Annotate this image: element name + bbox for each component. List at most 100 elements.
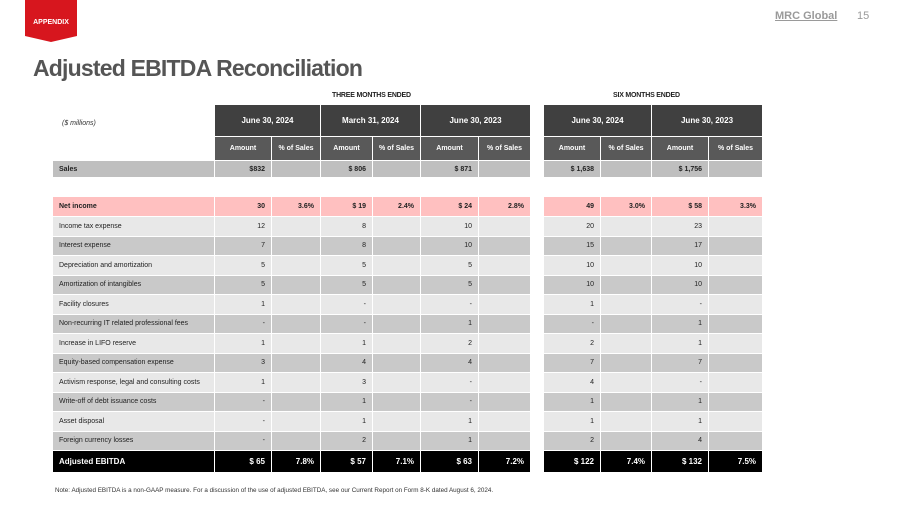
pct-of-sales-cell: [371, 333, 422, 354]
pct-of-sales-cell: [600, 274, 653, 295]
amount-cell: 4: [543, 372, 602, 393]
pct-of-sales-cell: [600, 294, 653, 315]
amount-cell: $ 122: [543, 450, 602, 473]
page-title: Adjusted EBITDA Reconciliation: [33, 55, 363, 81]
pct-of-sales-cell: [478, 235, 532, 256]
row-label: Amortization of intangibles: [52, 274, 215, 295]
row-label: Sales: [52, 160, 215, 178]
footnote: Note: Adjusted EBITDA is a non-GAAP meas…: [55, 487, 494, 494]
pct-of-sales-cell: [371, 255, 422, 276]
row-label: Write-off of debt issuance costs: [52, 391, 215, 412]
amount-cell: 4: [420, 352, 480, 373]
table-row: Foreign currency losses - 2 1 2 4: [52, 430, 764, 451]
amount-cell: 1: [651, 411, 710, 432]
table-row: Facility closures 1- -1-: [52, 294, 764, 315]
pct-of-sales-cell: [478, 391, 532, 412]
pct-of-sales-cell: [478, 430, 532, 451]
amount-cell: 8: [320, 216, 373, 237]
pct-of-sales-cell: [271, 160, 321, 178]
pct-of-sales-cell: [600, 352, 653, 373]
amount-cell: $ 1,638: [543, 160, 602, 178]
amount-cell: 5: [214, 255, 272, 276]
amount-cell: 3: [214, 352, 272, 373]
pct-sales-header: % of Sales: [708, 136, 764, 161]
amount-cell: -: [214, 313, 272, 334]
pct-sales-header: % of Sales: [600, 136, 653, 161]
amount-cell: 10: [420, 235, 480, 256]
pct-of-sales-cell: [271, 313, 321, 334]
pct-of-sales-cell: [271, 255, 321, 276]
amount-cell: 7: [543, 352, 602, 373]
column-spacer: [530, 236, 544, 256]
pct-of-sales-cell: [271, 391, 321, 412]
column-spacer: [530, 411, 544, 431]
amount-cell: 2: [543, 333, 602, 354]
pct-of-sales-cell: 2.8%: [478, 196, 532, 217]
amount-cell: $ 58: [651, 196, 710, 217]
amount-cell: -: [214, 430, 272, 451]
amount-cell: -: [420, 372, 480, 393]
amount-cell: 10: [543, 274, 602, 295]
amount-cell: 15: [543, 235, 602, 256]
amount-cell: 1: [320, 391, 373, 412]
pct-of-sales-cell: [271, 274, 321, 295]
pct-of-sales-cell: [708, 430, 764, 451]
pct-of-sales-cell: [600, 160, 653, 178]
pct-of-sales-cell: [371, 160, 422, 178]
pct-of-sales-cell: [708, 411, 764, 432]
table-row: Non-recurring IT related professional fe…: [52, 313, 764, 334]
row-label: Equity-based compensation expense: [52, 352, 215, 373]
pct-of-sales-cell: [271, 333, 321, 354]
pct-of-sales-cell: [271, 372, 321, 393]
pct-of-sales-cell: [478, 294, 532, 315]
pct-of-sales-cell: [708, 391, 764, 412]
amount-cell: 5: [320, 274, 373, 295]
pct-of-sales-cell: [371, 294, 422, 315]
pct-of-sales-cell: 2.4%: [371, 196, 422, 217]
pct-of-sales-cell: [708, 294, 764, 315]
ebitda-reconciliation-table: June 30, 2024 March 31, 2024 June 30, 2023…: [52, 104, 764, 473]
amount-cell: 17: [651, 235, 710, 256]
amount-header: Amount: [420, 136, 480, 161]
table-row: Activism response, legal and consulting …: [52, 372, 764, 393]
amount-cell: 5: [320, 255, 373, 276]
amount-cell: 1: [214, 333, 272, 354]
table-row: Income tax expense 12 8 10 20 23: [52, 216, 764, 237]
table-row: Depreciation and amortization 5 5 5 10 10: [52, 255, 764, 276]
pct-of-sales-cell: 3.6%: [271, 196, 321, 217]
amount-header: Amount: [214, 136, 272, 161]
net-income-row: Net income 30 3.6% $ 19 2.4% $ 24 2.8% 49 3.0% $ …: [52, 196, 764, 217]
pct-of-sales-cell: 3.0%: [600, 196, 653, 217]
amount-cell: 49: [543, 196, 602, 217]
amount-cell: 10: [651, 274, 710, 295]
page-number: 15: [857, 10, 870, 22]
subheader-row: Amount% of Sales Amount% of Sales Amount% …: [52, 136, 764, 161]
period-header: June 30, 2024: [543, 104, 653, 137]
pct-sales-header: % of Sales: [271, 136, 321, 161]
pct-of-sales-cell: [600, 255, 653, 276]
amount-cell: 1: [651, 313, 710, 334]
table-row: Increase in LIFO reserve 1 1 2 2 1: [52, 333, 764, 354]
pct-of-sales-cell: [478, 274, 532, 295]
amount-cell: 1: [320, 411, 373, 432]
column-spacer: [530, 275, 544, 295]
column-spacer: [530, 196, 544, 217]
column-spacer: [530, 104, 544, 137]
amount-cell: -: [320, 313, 373, 334]
amount-cell: 7: [214, 235, 272, 256]
pct-of-sales-cell: [478, 313, 532, 334]
pct-of-sales-cell: 7.8%: [271, 450, 321, 473]
amount-cell: $832: [214, 160, 272, 178]
pct-of-sales-cell: [371, 313, 422, 334]
amount-cell: 1: [214, 294, 272, 315]
pct-of-sales-cell: [478, 160, 532, 178]
pct-of-sales-cell: [478, 255, 532, 276]
column-spacer: [530, 372, 544, 392]
amount-cell: 4: [320, 352, 373, 373]
amount-cell: $ 871: [420, 160, 480, 178]
row-label: Income tax expense: [52, 216, 215, 237]
amount-cell: 10: [651, 255, 710, 276]
row-label: Net income: [52, 196, 215, 217]
pct-of-sales-cell: [600, 235, 653, 256]
